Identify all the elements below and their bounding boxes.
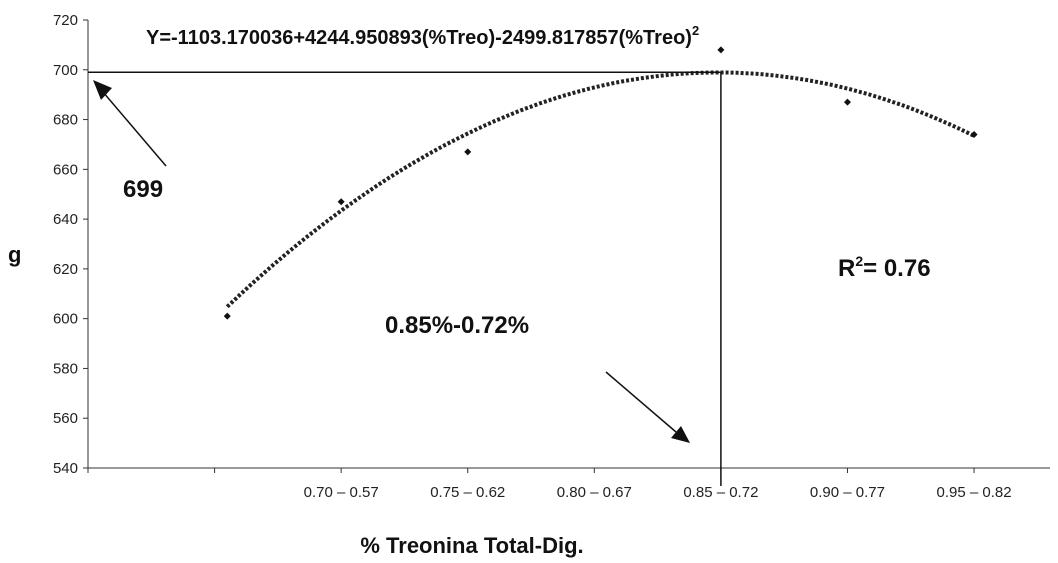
data-point [223,312,231,320]
equation-text: Y=-1103.170036+4244.950893(%Treo)-2499.8… [146,23,699,49]
y-axis: 540 560 580 600 620 640 660 680 700 720 [53,12,89,477]
trendline [225,70,975,309]
x-tick-label: 0.85 – 0.72 [683,484,758,501]
y-tick-label: 680 [53,112,78,129]
optimum-range-label: 0.85%-0.72% [385,312,529,339]
data-point [843,98,851,106]
y-tick-label: 700 [53,62,78,79]
x-tick-label: 0.90 – 0.77 [810,484,885,501]
optimum-arrow-line [605,371,677,433]
y-tick-label: 640 [53,211,78,228]
data-point [464,148,472,156]
fit-curve [225,70,975,309]
y-tick-label: 600 [53,311,78,328]
y-tick-label: 660 [53,161,78,178]
data-point [717,46,725,54]
y-tick-label: 560 [53,410,78,427]
optimum-arrow-head [671,426,690,443]
x-tick-label: 0.80 – 0.67 [557,484,632,501]
peak-value-label: 699 [123,176,163,203]
x-tick-label: 0.75 – 0.62 [430,484,505,501]
r-squared-label: R2= 0.76 [838,253,931,282]
y-tick-label: 620 [53,261,78,278]
peak-arrow-head [93,80,112,100]
x-axis: 0.70 – 0.57 0.75 – 0.62 0.80 – 0.67 0.85 – … [87,467,1050,501]
annotations [88,71,722,486]
y-axis-title: g [8,242,21,267]
data-point [970,130,978,138]
peak-arrow-line [102,91,167,167]
y-tick-label: 580 [53,360,78,377]
x-tick-label: 0.95 – 0.82 [937,484,1012,501]
y-tick-label: 720 [53,12,78,29]
data-point [337,198,345,206]
data-points [223,46,978,320]
x-axis-title: % Treonina Total-Dig. [360,533,583,558]
x-tick-label: 0.70 – 0.57 [304,484,379,501]
y-tick-label: 540 [53,460,78,477]
